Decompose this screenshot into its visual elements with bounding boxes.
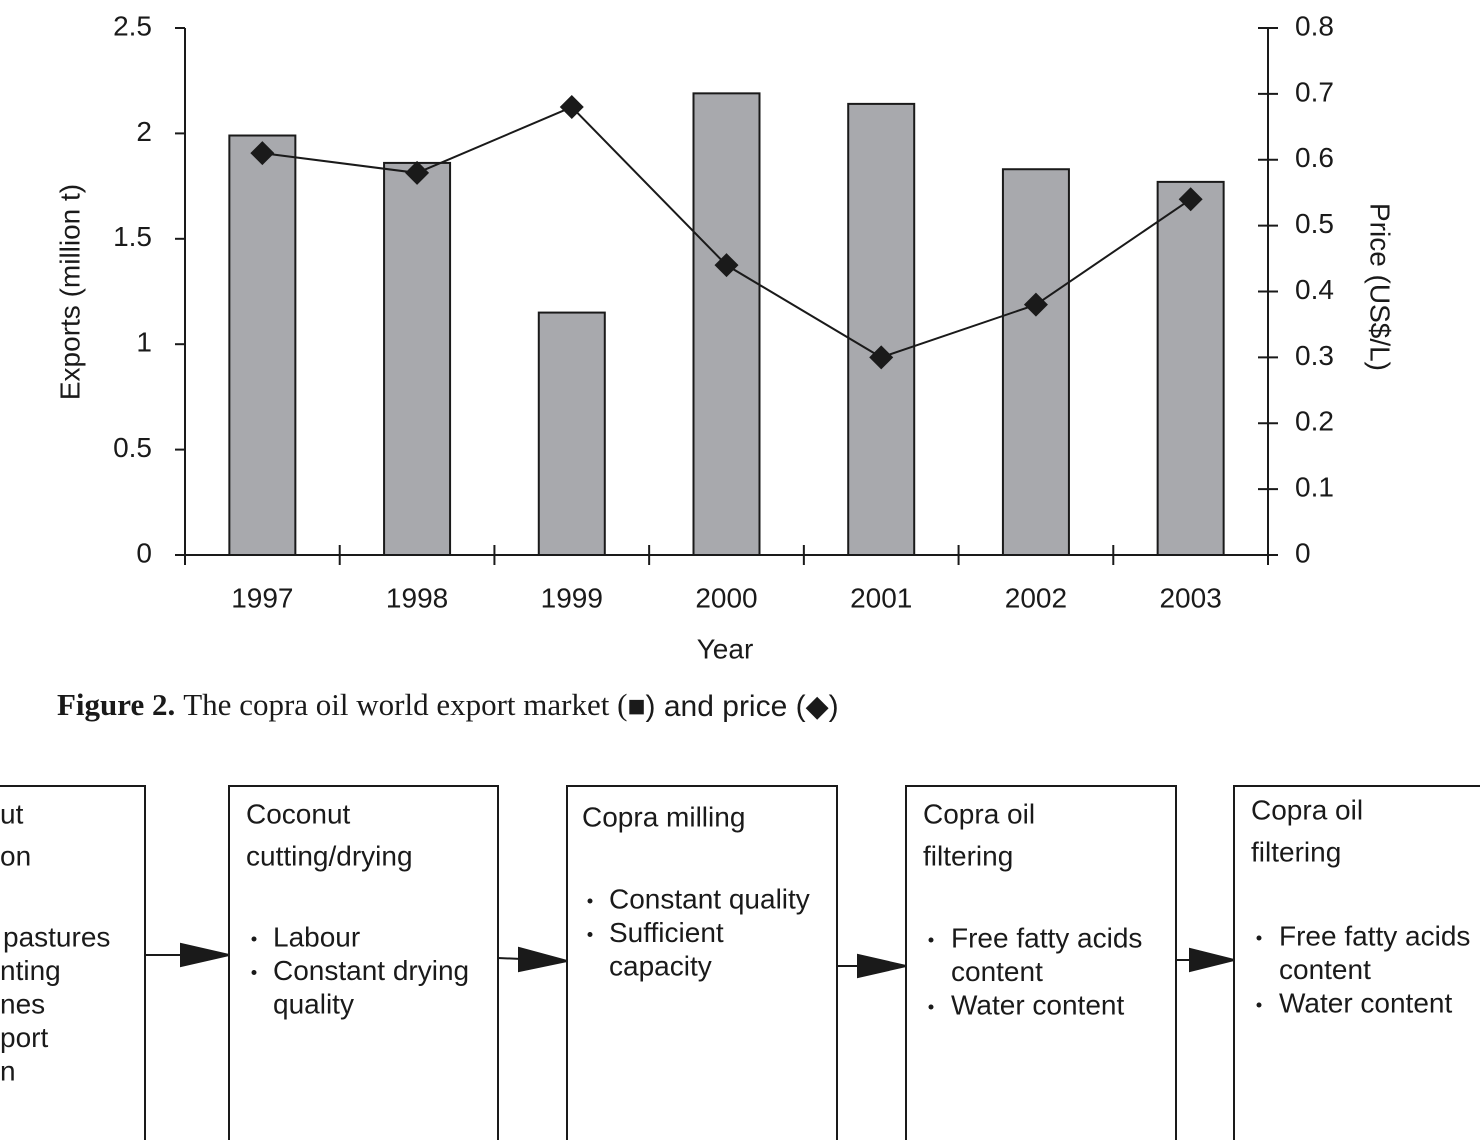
box-item: n xyxy=(0,1055,16,1086)
box-item: quality xyxy=(273,988,354,1019)
arrow-head xyxy=(1189,947,1235,973)
bar xyxy=(383,161,452,557)
x-tick-label: 2003 xyxy=(1159,582,1221,613)
box-title: Copra oil xyxy=(923,798,1035,829)
y-tick-label: 2.5 xyxy=(113,10,152,41)
box-frame xyxy=(1233,785,1480,1145)
y-tick-label: 0.5 xyxy=(113,432,152,463)
box-title: ut xyxy=(0,798,24,829)
y2-tick-label: 0.5 xyxy=(1295,208,1334,239)
box-item: pastures xyxy=(3,921,110,952)
process-box: Copra milling Constant qualitySufficientc… xyxy=(566,785,838,1145)
y2-tick-label: 0.1 xyxy=(1295,472,1334,503)
bar xyxy=(1156,180,1225,556)
caption-label: Figure 2. xyxy=(57,687,175,722)
bullet xyxy=(1256,1002,1262,1008)
box-title: on xyxy=(0,840,31,871)
x-tick-label: 1999 xyxy=(541,582,603,613)
price-marker xyxy=(1023,292,1048,317)
bar xyxy=(1001,168,1070,556)
bullet xyxy=(928,937,934,943)
box-item: Constant drying xyxy=(273,955,469,986)
box-item: port xyxy=(0,1022,48,1053)
box-item: content xyxy=(1279,954,1371,985)
box-item: Labour xyxy=(273,921,360,952)
price-marker xyxy=(869,345,894,370)
caption-symbols: ■) and price (◆) xyxy=(627,690,838,723)
box-item: Free fatty acids xyxy=(951,922,1142,953)
price-marker xyxy=(1178,187,1203,212)
box-item: capacity xyxy=(609,950,712,981)
price-marker xyxy=(559,95,584,120)
process-box: Copra oil filtering Free fatty acidsconten… xyxy=(905,785,1177,1145)
bullet xyxy=(587,898,593,904)
arrow-head xyxy=(857,953,907,979)
box-item: Constant quality xyxy=(609,883,810,914)
arrow-head xyxy=(180,942,230,968)
box-title: cutting/drying xyxy=(246,840,413,871)
box-item: Water content xyxy=(1279,987,1452,1018)
bar xyxy=(847,102,916,556)
bullet xyxy=(928,1004,934,1010)
y2-tick-label: 0.8 xyxy=(1295,10,1334,41)
x-tick-label: 2000 xyxy=(695,582,757,613)
y2-tick-label: 0.2 xyxy=(1295,406,1334,437)
y2-tick-label: 0.3 xyxy=(1295,340,1334,371)
y-tick-label: 1 xyxy=(136,327,152,358)
bullet xyxy=(1256,935,1262,941)
box-item: Free fatty acids xyxy=(1279,920,1470,951)
box-title: filtering xyxy=(1251,836,1341,867)
x-tick-label: 2001 xyxy=(850,582,912,613)
y-axis-label: Exports (million t) xyxy=(54,184,85,400)
box-item: Water content xyxy=(951,989,1124,1020)
bullet xyxy=(587,932,593,937)
x-tick-label: 1997 xyxy=(231,582,293,613)
y-tick-label: 2 xyxy=(136,116,152,147)
y2-tick-label: 0.6 xyxy=(1295,142,1334,173)
price-marker xyxy=(405,160,430,185)
x-tick-label: 2002 xyxy=(1005,582,1067,613)
box-item: nes xyxy=(0,988,45,1019)
box-title: filtering xyxy=(923,840,1013,871)
y2-tick-label: 0 xyxy=(1295,537,1311,568)
arrows xyxy=(145,942,1235,979)
y2-axis-label: Price (US$/L) xyxy=(1365,203,1396,371)
box-frame xyxy=(0,785,146,1145)
box-item: content xyxy=(951,956,1043,987)
box-item: nting xyxy=(0,955,61,986)
box-title: Copra oil xyxy=(1251,794,1363,825)
price-marker xyxy=(250,141,275,166)
y-tick-label: 1.5 xyxy=(113,221,152,252)
box-frame xyxy=(228,785,499,1145)
bullet xyxy=(251,970,257,975)
x-axis-label: Year xyxy=(697,633,754,664)
bar xyxy=(692,92,761,557)
caption: Figure 2. The copra oil world export mark… xyxy=(57,687,839,723)
arrow-head xyxy=(518,946,568,973)
box-title: Coconut xyxy=(246,798,351,829)
y-tick-label: 0 xyxy=(136,537,152,568)
process-box: Copra oil filtering Free fatty acidsconten… xyxy=(1233,785,1480,1145)
x-tick-label: 1998 xyxy=(386,582,448,613)
y2-tick-label: 0.7 xyxy=(1295,76,1334,107)
box-frame xyxy=(905,785,1177,1145)
box-frame xyxy=(566,785,838,1145)
box-item: Sufficient xyxy=(609,917,724,948)
y2-tick-label: 0.4 xyxy=(1295,274,1334,305)
bar xyxy=(537,311,606,556)
box-title: Copra milling xyxy=(582,801,745,832)
price-marker xyxy=(714,253,739,278)
caption-text: The copra oil world export market ( xyxy=(183,687,627,722)
bullet xyxy=(251,936,257,942)
bar xyxy=(228,134,297,556)
